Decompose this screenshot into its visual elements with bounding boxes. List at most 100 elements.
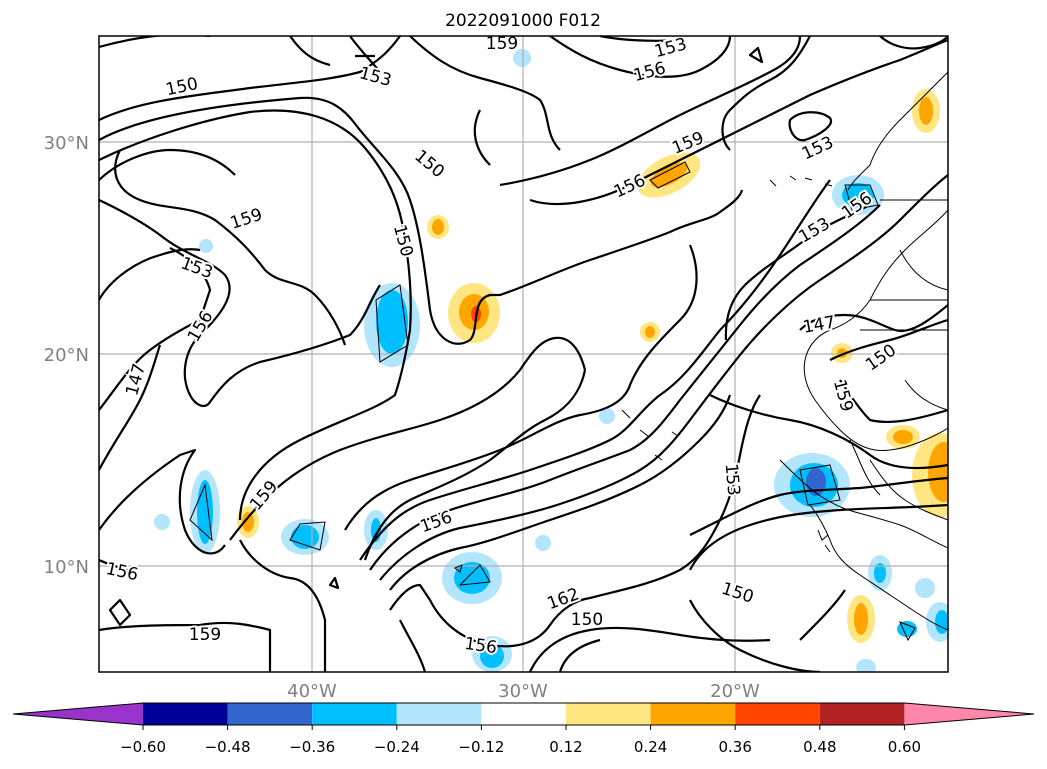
contour-line bbox=[558, 638, 601, 672]
contour-line bbox=[328, 576, 340, 590]
colorbar-tick-label: −0.60 bbox=[120, 738, 166, 756]
contour-line bbox=[473, 109, 491, 166]
negative-blob bbox=[856, 659, 876, 672]
contour-line bbox=[529, 38, 948, 206]
map-title: 2022091000 F012 bbox=[445, 11, 601, 31]
contour-line bbox=[99, 148, 236, 181]
colorbar-swatch bbox=[312, 703, 397, 725]
negative-blob bbox=[915, 578, 935, 598]
colorbar-tick-label: 0.36 bbox=[718, 738, 751, 756]
contour-line bbox=[549, 36, 732, 78]
contour-line bbox=[239, 539, 327, 672]
contour-line bbox=[99, 36, 401, 121]
contour-line bbox=[369, 204, 881, 571]
contour-line bbox=[99, 96, 744, 345]
thin-contour bbox=[844, 184, 879, 211]
colorbar-tick-label: −0.48 bbox=[205, 738, 251, 756]
positive-blob bbox=[854, 603, 868, 635]
colorbar-tick-label: 0.60 bbox=[888, 738, 921, 756]
thin-contour bbox=[458, 564, 491, 586]
colorbar-swatch bbox=[735, 703, 820, 725]
coastline bbox=[904, 379, 948, 411]
contour-line bbox=[389, 583, 591, 648]
negative-blob bbox=[197, 480, 213, 544]
latitude-labels: 30°N 20°N 10°N bbox=[44, 133, 89, 578]
contour-line bbox=[724, 204, 871, 341]
coastline bbox=[899, 249, 948, 291]
contour-line bbox=[599, 36, 681, 42]
contour-label: 159 bbox=[486, 34, 518, 54]
contour-line bbox=[528, 626, 771, 672]
contour-line bbox=[99, 247, 212, 411]
thin-contour bbox=[799, 464, 841, 506]
thin-contour bbox=[899, 621, 916, 642]
lon-label-20w: 20°W bbox=[710, 681, 760, 702]
positive-blob bbox=[645, 326, 655, 338]
negative-blob bbox=[376, 290, 408, 354]
thin-contour bbox=[375, 284, 409, 363]
map-frame bbox=[98, 35, 949, 673]
contour-line bbox=[229, 336, 587, 541]
longitude-labels: 40°W 30°W 20°W bbox=[287, 681, 760, 702]
contour-line bbox=[499, 36, 802, 187]
negative-blob bbox=[154, 514, 170, 530]
contour-line bbox=[114, 149, 347, 346]
contour-line bbox=[389, 394, 732, 591]
colorbar-swatches bbox=[12, 702, 1035, 726]
positive-blob bbox=[893, 430, 913, 444]
contour-line bbox=[99, 109, 412, 521]
contour-line bbox=[689, 476, 948, 536]
contour-line bbox=[289, 36, 331, 67]
lat-label-20n: 20°N bbox=[44, 345, 89, 366]
negative-blob bbox=[454, 562, 490, 594]
contour-line bbox=[799, 304, 948, 333]
coastline bbox=[779, 459, 948, 549]
colorbar-swatch bbox=[819, 703, 905, 725]
colorbar-tick-label: −0.12 bbox=[458, 738, 504, 756]
thin-contour bbox=[189, 483, 213, 542]
contour-line bbox=[363, 369, 587, 561]
positive-blob bbox=[919, 97, 933, 125]
contour-line bbox=[379, 174, 948, 581]
contour-line bbox=[689, 503, 948, 571]
coastlines bbox=[189, 71, 948, 642]
coastline bbox=[847, 71, 948, 191]
colorbar-tick-label: 0.48 bbox=[803, 738, 836, 756]
coastline bbox=[803, 209, 948, 451]
colorbar-tick-label: 0.12 bbox=[549, 738, 582, 756]
contour-line bbox=[99, 344, 162, 471]
contour-line bbox=[99, 621, 272, 672]
height-contours bbox=[99, 36, 948, 672]
contour-line bbox=[689, 599, 821, 672]
contour-line bbox=[99, 36, 210, 49]
negative-blob bbox=[842, 183, 874, 207]
contour-line bbox=[409, 36, 561, 151]
contour-line bbox=[788, 111, 833, 142]
coastline bbox=[849, 439, 881, 496]
colorbar-swatch bbox=[13, 703, 143, 725]
coastline bbox=[869, 459, 948, 521]
coastline bbox=[454, 564, 463, 573]
contour-label: 153 bbox=[721, 463, 744, 497]
lat-label-30n: 30°N bbox=[44, 133, 89, 154]
negative-blob bbox=[874, 563, 886, 583]
colorbar-swatch bbox=[143, 703, 228, 725]
contour-line bbox=[721, 36, 811, 151]
contour-line bbox=[359, 179, 831, 561]
negative-blob bbox=[599, 408, 615, 424]
contour-line bbox=[99, 558, 136, 572]
negative-blob bbox=[535, 535, 551, 551]
negative-blob bbox=[935, 610, 948, 634]
contour-line bbox=[829, 318, 948, 361]
negative-blob bbox=[480, 644, 504, 668]
contour-line bbox=[799, 589, 846, 641]
colorbar-swatch bbox=[227, 703, 313, 725]
lon-label-30w: 30°W bbox=[498, 681, 548, 702]
thin-contour bbox=[289, 521, 326, 551]
map-panel: 159 153 156 150 153 159 156 150 153 156 … bbox=[99, 34, 948, 672]
contour-line bbox=[108, 598, 132, 627]
contour-line bbox=[879, 36, 948, 50]
colorbar-tick-label: 0.24 bbox=[634, 738, 667, 756]
colorbar-swatch bbox=[481, 703, 566, 725]
